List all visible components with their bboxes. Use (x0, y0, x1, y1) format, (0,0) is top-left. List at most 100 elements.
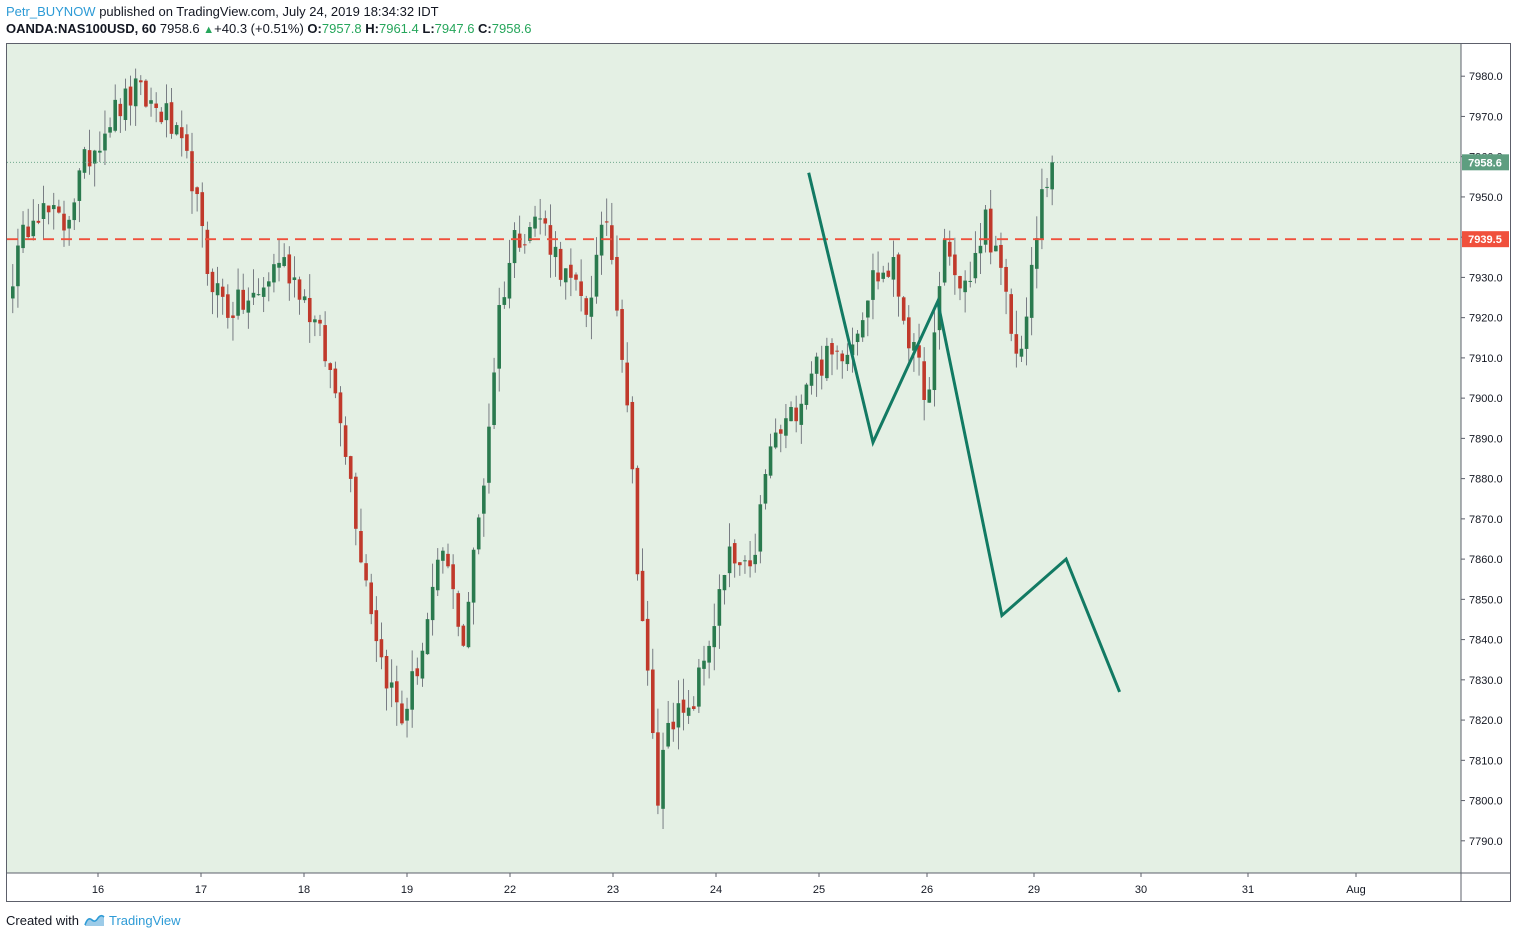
candle-bear[interactable] (338, 392, 343, 424)
candle-bull[interactable] (103, 133, 107, 151)
candle-bull[interactable] (727, 546, 732, 574)
candle-bear[interactable] (584, 298, 589, 315)
candle-bear[interactable] (57, 206, 61, 213)
candle-bull[interactable] (256, 294, 261, 296)
candle-bear[interactable] (354, 476, 358, 529)
candle-bear[interactable] (579, 281, 583, 296)
candle-bear[interactable] (830, 342, 834, 355)
candle-bull[interactable] (850, 344, 855, 356)
candle-bear[interactable] (318, 319, 322, 324)
candle-bear[interactable] (630, 401, 635, 470)
candle-bull[interactable] (881, 272, 885, 279)
candle-bull[interactable] (108, 127, 112, 133)
candle-bull[interactable] (471, 549, 476, 603)
candle-bull[interactable] (1045, 186, 1049, 188)
candle-bull[interactable] (41, 203, 46, 219)
candle-bear[interactable] (384, 655, 389, 689)
candle-bull[interactable] (722, 574, 727, 591)
candle-bull[interactable] (963, 280, 967, 293)
candle-bear[interactable] (159, 111, 164, 123)
candle-bull[interactable] (891, 257, 896, 280)
candle-bull[interactable] (492, 372, 496, 426)
candle-bear[interactable] (179, 127, 184, 139)
candle-bear[interactable] (200, 192, 205, 227)
candle-bull[interactable] (912, 342, 916, 351)
candle-bull[interactable] (246, 300, 251, 313)
symbol-label[interactable]: OANDA:NAS100USD, 60 (6, 21, 157, 36)
candle-bull[interactable] (697, 667, 701, 707)
candle-bull[interactable] (563, 268, 568, 283)
author-link[interactable]: Petr_BUYNOW (6, 4, 96, 19)
candle-bear[interactable] (287, 254, 292, 284)
candle-bear[interactable] (640, 570, 645, 622)
candle-bull[interactable] (31, 220, 36, 237)
candle-bull[interactable] (768, 446, 773, 476)
candle-bull[interactable] (215, 283, 220, 296)
candle-bull[interactable] (149, 100, 153, 104)
candle-bull[interactable] (599, 224, 604, 256)
candle-bear[interactable] (154, 103, 158, 109)
candle-bull[interactable] (435, 559, 440, 591)
candle-bull[interactable] (1029, 264, 1034, 318)
candle-bull[interactable] (968, 280, 973, 282)
candle-bear[interactable] (819, 359, 824, 376)
candle-bull[interactable] (707, 645, 711, 663)
candle-bear[interactable] (835, 350, 839, 352)
candle-bull[interactable] (773, 432, 778, 448)
candle-bear[interactable] (328, 363, 333, 370)
candle-bull[interactable] (538, 218, 542, 220)
candle-bear[interactable] (748, 560, 752, 567)
candle-bear[interactable] (369, 582, 373, 615)
candle-bull[interactable] (389, 682, 394, 688)
candle-bull[interactable] (717, 589, 722, 626)
candle-bull[interactable] (799, 403, 804, 425)
candle-bear[interactable] (62, 213, 66, 231)
candle-bull[interactable] (942, 239, 947, 283)
candle-bull[interactable] (466, 601, 471, 648)
candle-bear[interactable] (210, 271, 215, 293)
candle-bull[interactable] (21, 224, 25, 249)
candle-bull[interactable] (487, 426, 491, 483)
candle-bear[interactable] (947, 241, 952, 257)
candle-bear[interactable] (896, 254, 901, 297)
candle-bull[interactable] (825, 345, 829, 379)
candle-bull[interactable] (758, 504, 763, 552)
candle-bull[interactable] (932, 332, 937, 391)
candle-bear[interactable] (907, 317, 911, 349)
candle-bull[interactable] (51, 205, 56, 210)
candle-bear[interactable] (671, 721, 676, 730)
candle-bear[interactable] (958, 276, 962, 289)
candle-bull[interactable] (589, 297, 594, 317)
candle-bull[interactable] (871, 270, 875, 300)
candle-bear[interactable] (26, 226, 30, 238)
candle-bull[interactable] (476, 517, 481, 550)
candle-bull[interactable] (67, 219, 71, 229)
candle-bear[interactable] (656, 732, 660, 806)
candle-bear[interactable] (604, 221, 609, 223)
candle-bull[interactable] (123, 88, 128, 120)
candle-bear[interactable] (779, 429, 783, 434)
candle-bull[interactable] (994, 245, 998, 252)
candle-bull[interactable] (809, 373, 814, 386)
candle-bear[interactable] (558, 248, 563, 280)
candle-bear[interactable] (307, 297, 312, 323)
tradingview-brand[interactable]: TradingView (108, 913, 181, 928)
candle-bull[interactable] (712, 626, 717, 648)
candle-bull[interactable] (420, 650, 425, 679)
candle-bear[interactable] (36, 220, 41, 223)
candle-bull[interactable] (497, 305, 501, 369)
candle-bull[interactable] (410, 671, 414, 710)
candle-bear[interactable] (333, 368, 338, 394)
candle-bull[interactable] (164, 103, 169, 121)
candle-bull[interactable] (251, 292, 256, 298)
candle-bear[interactable] (917, 345, 921, 358)
candle-bull[interactable] (814, 356, 819, 374)
candle-bear[interactable] (241, 289, 245, 310)
candle-bull[interactable] (804, 384, 809, 405)
candle-bear[interactable] (876, 272, 880, 282)
candle-bear[interactable] (1004, 266, 1008, 292)
candle-bull[interactable] (113, 99, 117, 131)
candle-bull[interactable] (983, 209, 988, 245)
candle-bull[interactable] (927, 389, 932, 403)
candle-bull[interactable] (292, 277, 297, 281)
